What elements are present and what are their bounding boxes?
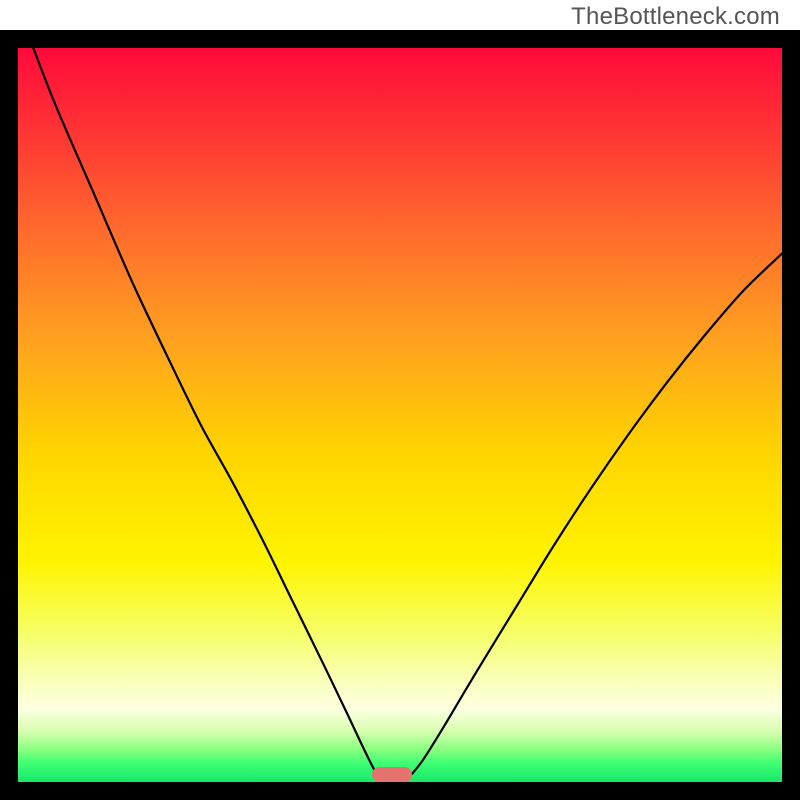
watermark-text: TheBottleneck.com	[571, 3, 780, 31]
bottleneck-curve	[18, 48, 782, 782]
optimal-marker	[372, 767, 412, 782]
plot-area	[18, 48, 782, 782]
chart-canvas: TheBottleneck.com	[0, 0, 800, 800]
curve-path	[33, 48, 782, 782]
